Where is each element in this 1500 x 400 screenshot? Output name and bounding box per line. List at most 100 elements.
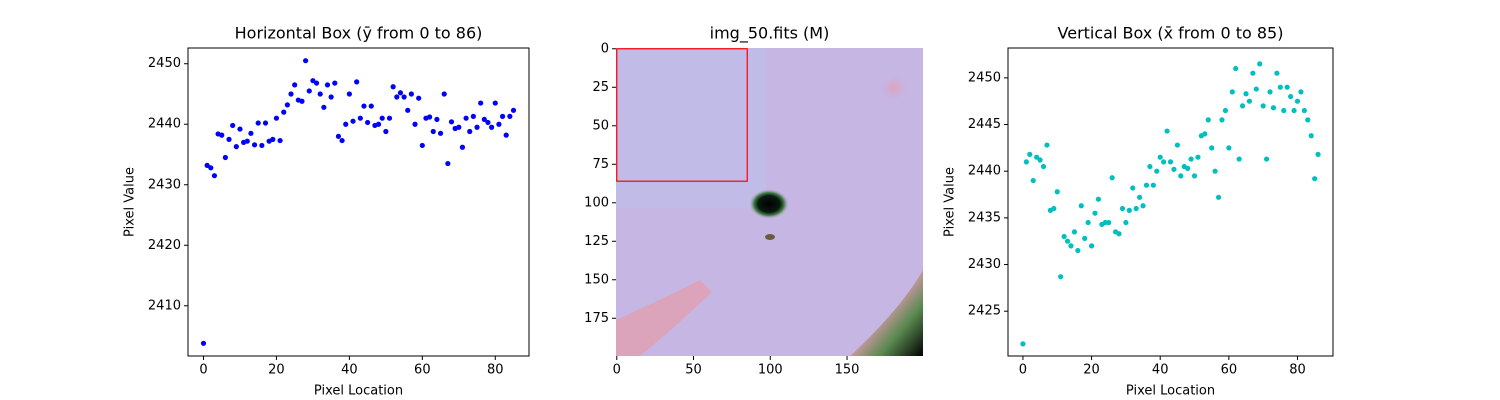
data-point (1030, 177, 1036, 184)
x-tick-label: 100 (758, 363, 783, 378)
image-pixels (616, 48, 923, 356)
data-point (277, 137, 283, 144)
data-point (1308, 133, 1314, 139)
data-point (343, 121, 349, 127)
data-point (1020, 341, 1026, 347)
data-point (434, 116, 440, 123)
plot-frame (187, 47, 530, 357)
data-point (1195, 154, 1201, 160)
data-point (1305, 117, 1311, 123)
data-point (303, 58, 309, 64)
data-point (401, 94, 407, 100)
data-point (1068, 243, 1074, 249)
data-point (1274, 70, 1280, 76)
data-point (317, 91, 323, 97)
data-point (1150, 182, 1156, 188)
data-point (1202, 131, 1208, 137)
data-point (361, 103, 367, 109)
y-tick-label: 25 (592, 80, 609, 95)
data-point (416, 95, 422, 101)
y-axis-label: Pixel Value (943, 167, 958, 237)
data-point (1143, 182, 1150, 188)
y-tick-label: 2440 (148, 117, 181, 132)
data-point (474, 124, 480, 130)
data-point (244, 138, 250, 144)
data-point (503, 132, 509, 138)
data-point (1044, 142, 1050, 148)
data-point (408, 91, 414, 97)
data-point (200, 340, 207, 346)
x-axis-label: Pixel Location (1126, 384, 1215, 399)
data-point (281, 109, 287, 115)
data-point (1130, 185, 1136, 191)
data-point (1233, 65, 1239, 72)
data-point (1288, 93, 1294, 100)
data-point (1291, 107, 1297, 114)
x-tick-label: 80 (1289, 363, 1306, 378)
data-point (211, 173, 218, 179)
data-point (492, 100, 498, 106)
data-point (1051, 205, 1057, 212)
y-tick-label: 75 (592, 157, 609, 172)
data-point (237, 126, 243, 132)
data-point (496, 121, 502, 127)
x-tick-label: 60 (414, 363, 431, 378)
data-point (306, 88, 312, 94)
x-tick-label: 40 (1152, 363, 1169, 378)
data-point (1061, 233, 1067, 240)
data-point (419, 142, 425, 149)
data-point (1167, 159, 1174, 165)
y-tick-label: 125 (584, 234, 609, 249)
data-point (445, 160, 451, 167)
data-point (1109, 175, 1115, 181)
data-point (350, 118, 356, 124)
data-point (251, 142, 258, 148)
data-point (310, 78, 316, 84)
x-tick-label: 60 (1221, 363, 1238, 378)
data-point (412, 121, 418, 127)
data-point (397, 90, 404, 96)
data-point (357, 115, 363, 121)
data-point (262, 120, 269, 126)
y-tick-label: 150 (584, 272, 609, 287)
chart-title: Horizontal Box (ȳ from 0 to 86) (235, 24, 483, 43)
data-point (222, 154, 228, 161)
data-point (1284, 84, 1290, 90)
data-point (459, 144, 466, 150)
data-point (405, 107, 411, 113)
data-point (1215, 194, 1222, 200)
data-point (1161, 159, 1167, 165)
data-point (394, 94, 400, 100)
data-point (259, 142, 265, 149)
data-point (1185, 165, 1191, 171)
x-tick-label: 80 (487, 363, 504, 378)
data-point (1243, 91, 1249, 97)
y-tick-label: 50 (592, 118, 609, 133)
x-axis-label: Pixel Location (314, 384, 403, 399)
data-point (335, 133, 342, 139)
data-point (1092, 210, 1098, 216)
data-point (1312, 176, 1318, 182)
data-point (328, 94, 334, 100)
data-point (1075, 247, 1081, 254)
data-point (1171, 166, 1177, 172)
data-point (1078, 203, 1084, 209)
data-point (456, 124, 462, 130)
data-point (1123, 219, 1129, 226)
data-point (233, 144, 239, 150)
data-point (1095, 196, 1102, 202)
data-point (1157, 154, 1163, 160)
data-point (1147, 163, 1153, 170)
data-point (284, 102, 290, 108)
chart-panel: 0 20 40 60 80 2425 2430 2435 2440 2445 2450 Vertica… (943, 24, 1334, 399)
y-tick-label: 2410 (148, 298, 181, 313)
data-point (324, 82, 331, 88)
data-point (1188, 156, 1194, 162)
data-point (226, 136, 232, 142)
data-point (1116, 231, 1122, 237)
data-point (1133, 205, 1139, 212)
data-point (1064, 238, 1071, 244)
data-point (1119, 205, 1126, 212)
x-tick-label: 20 (268, 363, 285, 378)
